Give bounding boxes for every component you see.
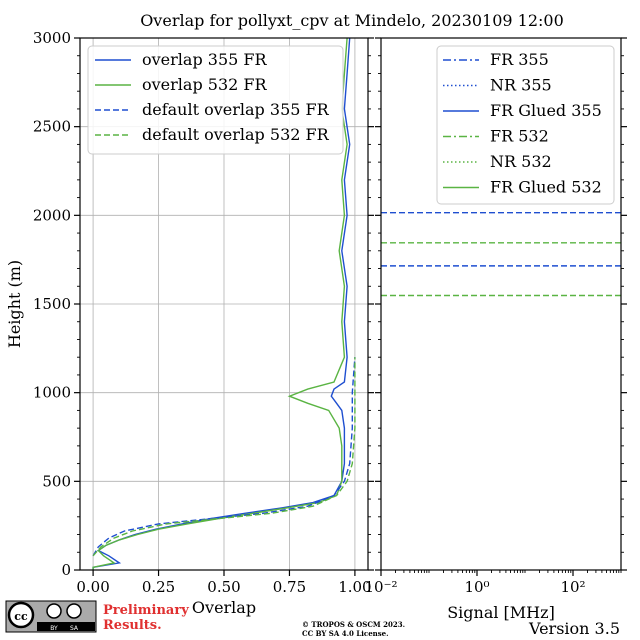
signal-x-label: Signal [MHz] [447,603,555,622]
y-tick-label-4: 2000 [33,206,71,224]
overlap-legend-box [87,45,344,155]
legend-label-overlap-3: default overlap 532 FR [142,125,330,144]
x-tick-label-0: 0.00 [76,578,109,596]
license-badge: cc BY SA [5,600,97,633]
overlap-series-2 [92,357,356,557]
legend-label-signal-1: NR 355 [490,76,552,95]
preliminary-label-line2: Results. [103,618,162,633]
legend-label-signal-4: NR 532 [490,152,552,171]
overlap-panel: 0.00 0.25 0.50 0.75 1.00 0 500 1000 1500 2000 2500… [5,29,374,617]
svg-text:BY: BY [50,625,58,632]
signal-panel: 10⁻² 10⁰ 10² Signal [MHz] FR 355 NR 355 FR G… [364,37,627,622]
overlap-series-1 [92,37,348,570]
y-tick-label-2: 1000 [33,384,71,402]
legend-label-signal-2: FR Glued 355 [490,101,602,120]
x-tick-label-3: 0.75 [273,578,306,596]
overlap-x-label: Overlap [192,598,256,617]
overlap-legend: overlap 355 FR overlap 532 FR default over… [87,45,344,155]
x-tick-label-4: 1.00 [338,578,371,596]
chart-title: Overlap for pollyxt_cpv at Mindelo, 2023… [140,11,564,30]
preliminary-label-line1: Preliminary [103,603,189,618]
legend-label-signal-3: FR 532 [490,127,549,146]
overlap-series-3 [92,357,356,557]
y-tick-label-5: 2500 [33,118,71,136]
svg-text:cc: cc [14,610,28,623]
signal-x-tick-label-0: 10⁻² [364,578,397,596]
copyright-line2: CC BY SA 4.0 License. [302,629,389,638]
overlap-frame [79,37,369,571]
svg-text:SA: SA [70,625,79,632]
signal-ticks: 10⁻² 10⁰ 10² [364,37,627,596]
x-tick-label-1: 0.25 [142,578,175,596]
legend-label-signal-5: FR Glued 532 [490,178,602,197]
legend-label-overlap-2: default overlap 355 FR [142,100,330,119]
overlap-lines [92,37,356,570]
signal-legend-box [436,45,615,205]
legend-label-overlap-1: overlap 532 FR [142,75,268,94]
x-tick-label-2: 0.50 [207,578,240,596]
y-tick-label-0: 0 [61,561,71,579]
y-tick-label-1: 500 [42,472,71,490]
legend-label-overlap-0: overlap 355 FR [142,50,268,69]
signal-frame [380,37,622,571]
signal-legend: FR 355 NR 355 FR Glued 355 FR 532 NR 532 FR G… [436,45,615,205]
version-label: Version 3.5 [528,619,620,638]
legend-label-signal-0: FR 355 [490,50,549,69]
overlap-ticks: 0.00 0.25 0.50 0.75 1.00 0 500 1000 1500 2000 2500… [33,29,374,596]
copyright-line1: © TROPOS & OSCM 2023. [302,620,405,629]
signal-x-tick-label-1: 10⁰ [464,578,489,596]
height-y-label: Height (m) [5,260,24,348]
signal-x-tick-label-2: 10² [560,578,585,596]
y-tick-label-6: 3000 [33,29,71,47]
y-tick-label-3: 1500 [33,295,71,313]
signal-lines [381,211,621,297]
